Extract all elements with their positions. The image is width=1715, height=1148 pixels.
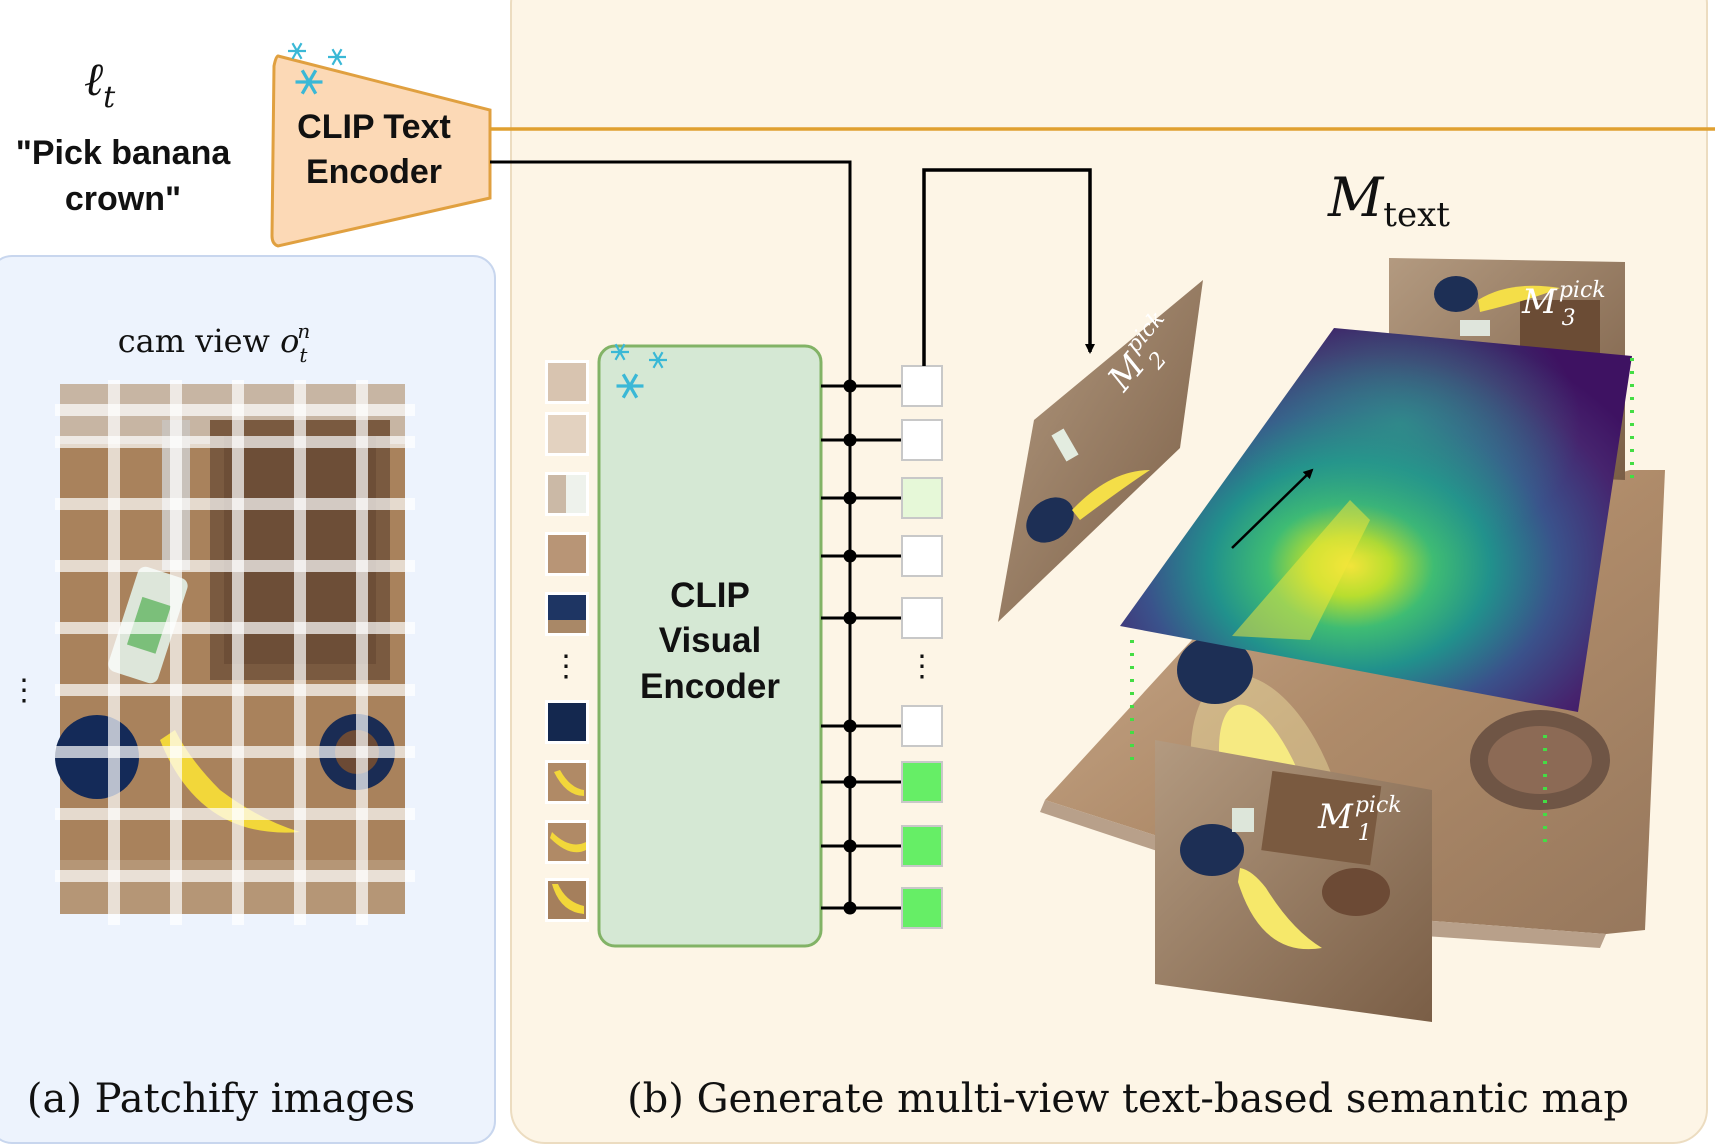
panel-b-caption: (b) Generate multi-view text-based seman… [627,1076,1629,1122]
input-patches-ellipsis: ⋮ [551,649,581,684]
feature-to-view-arrow [922,168,1095,366]
feature-cells [901,365,943,929]
prompt-text-line1: "Pick banana [16,134,232,172]
input-patches [545,360,589,922]
view-label-3: Mpick 3 [1521,278,1606,331]
prompt-text-line2: crown" [65,180,181,218]
input-patch [545,592,589,636]
text-encoder-label-line1: CLIP Text [297,108,451,146]
feature-cell [901,477,943,519]
feature-cell [901,705,943,747]
view-label-1: Mpick 1 [1317,793,1402,846]
language-prompt: ℓt "Pick banana crown" [16,52,232,218]
visual-encoder-label-line2: Visual [659,621,761,660]
cam-view-label: cam view otn [118,319,311,367]
features-ellipsis: ⋮ [907,649,937,684]
semantic-map-label: Mtext [1327,166,1450,235]
heatmap-arrow [1231,468,1314,549]
projection-lines [1130,358,1634,850]
feature-cell [901,365,943,407]
feature-cell [901,761,943,803]
visual-encoder-label-line3: Encoder [640,667,780,706]
feature-cell [901,825,943,867]
input-patch [545,360,589,404]
feature-cell [901,419,943,461]
input-patch [545,532,589,576]
feature-connectors [821,379,902,915]
input-patch [545,878,589,922]
semantic-heatmap [1120,328,1632,712]
cam-view-image [55,384,405,914]
feature-cell [901,535,943,577]
visual-encoder-label-line1: CLIP [670,576,750,615]
view-image-2: Mpick2 [998,280,1203,622]
text-feature-bus [490,160,852,912]
input-patch [545,820,589,864]
input-patch [545,760,589,804]
patch-grid [55,380,415,925]
feature-cell [901,887,943,929]
panel-a-ellipsis: ⋮ [9,673,39,708]
text-encoder-label-line2: Encoder [306,153,442,191]
prompt-symbol-sub: t [103,80,116,115]
input-patch [545,472,589,516]
input-patch [545,412,589,456]
feature-cell [901,597,943,639]
view-image-1: Mpick 1 [1155,740,1432,1022]
panel-a-caption: (a) Patchify images [27,1076,415,1122]
input-patch [545,700,589,744]
clip-visual-encoder: CLIP Visual Encoder [597,343,823,948]
svg-text:ℓt: ℓt [84,52,116,115]
prompt-symbol: ℓ [84,52,104,106]
clip-text-encoder: CLIP Text Encoder [270,42,492,248]
